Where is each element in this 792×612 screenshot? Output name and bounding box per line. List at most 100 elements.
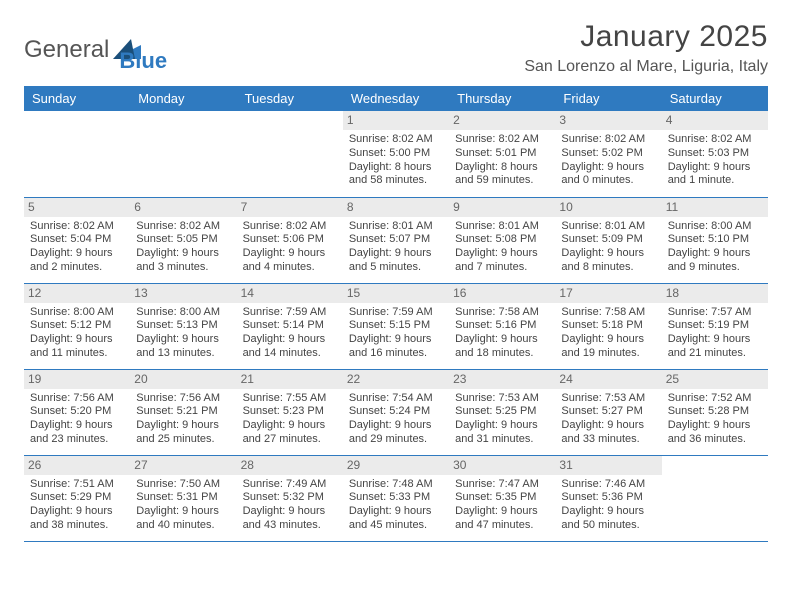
calendar-day-cell: 17Sunrise: 7:58 AMSunset: 5:18 PMDayligh… [555,283,661,369]
day-ss: Sunset: 5:10 PM [668,233,762,247]
day-d2: and 2 minutes. [30,261,124,275]
day-sr: Sunrise: 7:54 AM [349,392,443,406]
day-d1: Daylight: 9 hours [455,419,549,433]
calendar-day-cell: 30Sunrise: 7:47 AMSunset: 5:35 PMDayligh… [449,455,555,541]
calendar-day-cell: 21Sunrise: 7:55 AMSunset: 5:23 PMDayligh… [237,369,343,455]
weekday-header: Saturday [662,86,768,111]
day-d2: and 18 minutes. [455,347,549,361]
calendar-day-cell: 26Sunrise: 7:51 AMSunset: 5:29 PMDayligh… [24,455,130,541]
day-d2: and 9 minutes. [668,261,762,275]
day-info: Sunrise: 8:02 AMSunset: 5:02 PMDaylight:… [561,133,655,188]
day-ss: Sunset: 5:09 PM [561,233,655,247]
day-d2: and 31 minutes. [455,433,549,447]
day-number: 5 [24,198,130,217]
day-sr: Sunrise: 7:50 AM [136,478,230,492]
day-sr: Sunrise: 8:02 AM [243,220,337,234]
day-sr: Sunrise: 8:00 AM [30,306,124,320]
day-d1: Daylight: 9 hours [349,419,443,433]
day-d1: Daylight: 9 hours [30,333,124,347]
day-number: 6 [130,198,236,217]
day-sr: Sunrise: 7:53 AM [455,392,549,406]
day-info: Sunrise: 7:54 AMSunset: 5:24 PMDaylight:… [349,392,443,447]
day-number: 18 [662,284,768,303]
day-ss: Sunset: 5:32 PM [243,491,337,505]
day-number: 30 [449,456,555,475]
day-ss: Sunset: 5:16 PM [455,319,549,333]
day-sr: Sunrise: 8:01 AM [561,220,655,234]
day-info: Sunrise: 8:02 AMSunset: 5:01 PMDaylight:… [455,133,549,188]
day-number: 1 [343,111,449,130]
day-sr: Sunrise: 8:02 AM [455,133,549,147]
weekday-header: Thursday [449,86,555,111]
weekday-header: Wednesday [343,86,449,111]
day-d2: and 5 minutes. [349,261,443,275]
day-ss: Sunset: 5:33 PM [349,491,443,505]
day-number: 20 [130,370,236,389]
calendar-day-cell: 3Sunrise: 8:02 AMSunset: 5:02 PMDaylight… [555,111,661,197]
day-sr: Sunrise: 7:53 AM [561,392,655,406]
day-number: 12 [24,284,130,303]
day-sr: Sunrise: 7:56 AM [136,392,230,406]
day-d2: and 25 minutes. [136,433,230,447]
calendar-empty-cell [130,111,236,197]
day-d2: and 50 minutes. [561,519,655,533]
day-info: Sunrise: 7:53 AMSunset: 5:27 PMDaylight:… [561,392,655,447]
day-number: 29 [343,456,449,475]
day-ss: Sunset: 5:01 PM [455,147,549,161]
day-sr: Sunrise: 7:52 AM [668,392,762,406]
calendar-day-cell: 13Sunrise: 8:00 AMSunset: 5:13 PMDayligh… [130,283,236,369]
calendar-day-cell: 7Sunrise: 8:02 AMSunset: 5:06 PMDaylight… [237,197,343,283]
day-info: Sunrise: 7:56 AMSunset: 5:20 PMDaylight:… [30,392,124,447]
day-ss: Sunset: 5:36 PM [561,491,655,505]
day-info: Sunrise: 7:59 AMSunset: 5:14 PMDaylight:… [243,306,337,361]
day-sr: Sunrise: 7:47 AM [455,478,549,492]
day-sr: Sunrise: 8:02 AM [349,133,443,147]
day-info: Sunrise: 8:01 AMSunset: 5:09 PMDaylight:… [561,220,655,275]
calendar-day-cell: 1Sunrise: 8:02 AMSunset: 5:00 PMDaylight… [343,111,449,197]
day-d1: Daylight: 9 hours [561,333,655,347]
day-d2: and 11 minutes. [30,347,124,361]
day-d1: Daylight: 9 hours [30,505,124,519]
calendar-empty-cell [662,455,768,541]
day-sr: Sunrise: 8:00 AM [668,220,762,234]
calendar-day-cell: 14Sunrise: 7:59 AMSunset: 5:14 PMDayligh… [237,283,343,369]
day-info: Sunrise: 7:55 AMSunset: 5:23 PMDaylight:… [243,392,337,447]
day-ss: Sunset: 5:02 PM [561,147,655,161]
day-info: Sunrise: 8:00 AMSunset: 5:10 PMDaylight:… [668,220,762,275]
day-ss: Sunset: 5:05 PM [136,233,230,247]
day-d1: Daylight: 9 hours [349,505,443,519]
day-ss: Sunset: 5:14 PM [243,319,337,333]
day-d1: Daylight: 8 hours [349,161,443,175]
day-number: 9 [449,198,555,217]
day-number: 15 [343,284,449,303]
day-sr: Sunrise: 7:55 AM [243,392,337,406]
day-ss: Sunset: 5:18 PM [561,319,655,333]
calendar-day-cell: 16Sunrise: 7:58 AMSunset: 5:16 PMDayligh… [449,283,555,369]
day-info: Sunrise: 8:02 AMSunset: 5:05 PMDaylight:… [136,220,230,275]
day-number: 23 [449,370,555,389]
day-sr: Sunrise: 8:02 AM [668,133,762,147]
day-sr: Sunrise: 7:59 AM [243,306,337,320]
day-info: Sunrise: 7:59 AMSunset: 5:15 PMDaylight:… [349,306,443,361]
day-ss: Sunset: 5:13 PM [136,319,230,333]
day-ss: Sunset: 5:23 PM [243,405,337,419]
day-d1: Daylight: 9 hours [668,333,762,347]
weekday-header: Friday [555,86,661,111]
calendar-day-cell: 10Sunrise: 8:01 AMSunset: 5:09 PMDayligh… [555,197,661,283]
day-ss: Sunset: 5:15 PM [349,319,443,333]
day-sr: Sunrise: 7:58 AM [561,306,655,320]
calendar-day-cell: 28Sunrise: 7:49 AMSunset: 5:32 PMDayligh… [237,455,343,541]
day-sr: Sunrise: 7:48 AM [349,478,443,492]
day-sr: Sunrise: 8:02 AM [30,220,124,234]
day-d2: and 43 minutes. [243,519,337,533]
day-sr: Sunrise: 7:57 AM [668,306,762,320]
day-d2: and 1 minute. [668,174,762,188]
day-number: 24 [555,370,661,389]
day-d2: and 23 minutes. [30,433,124,447]
day-ss: Sunset: 5:25 PM [455,405,549,419]
day-ss: Sunset: 5:04 PM [30,233,124,247]
day-d2: and 59 minutes. [455,174,549,188]
calendar-day-cell: 4Sunrise: 8:02 AMSunset: 5:03 PMDaylight… [662,111,768,197]
calendar-body: 1Sunrise: 8:02 AMSunset: 5:00 PMDaylight… [24,111,768,541]
day-ss: Sunset: 5:29 PM [30,491,124,505]
